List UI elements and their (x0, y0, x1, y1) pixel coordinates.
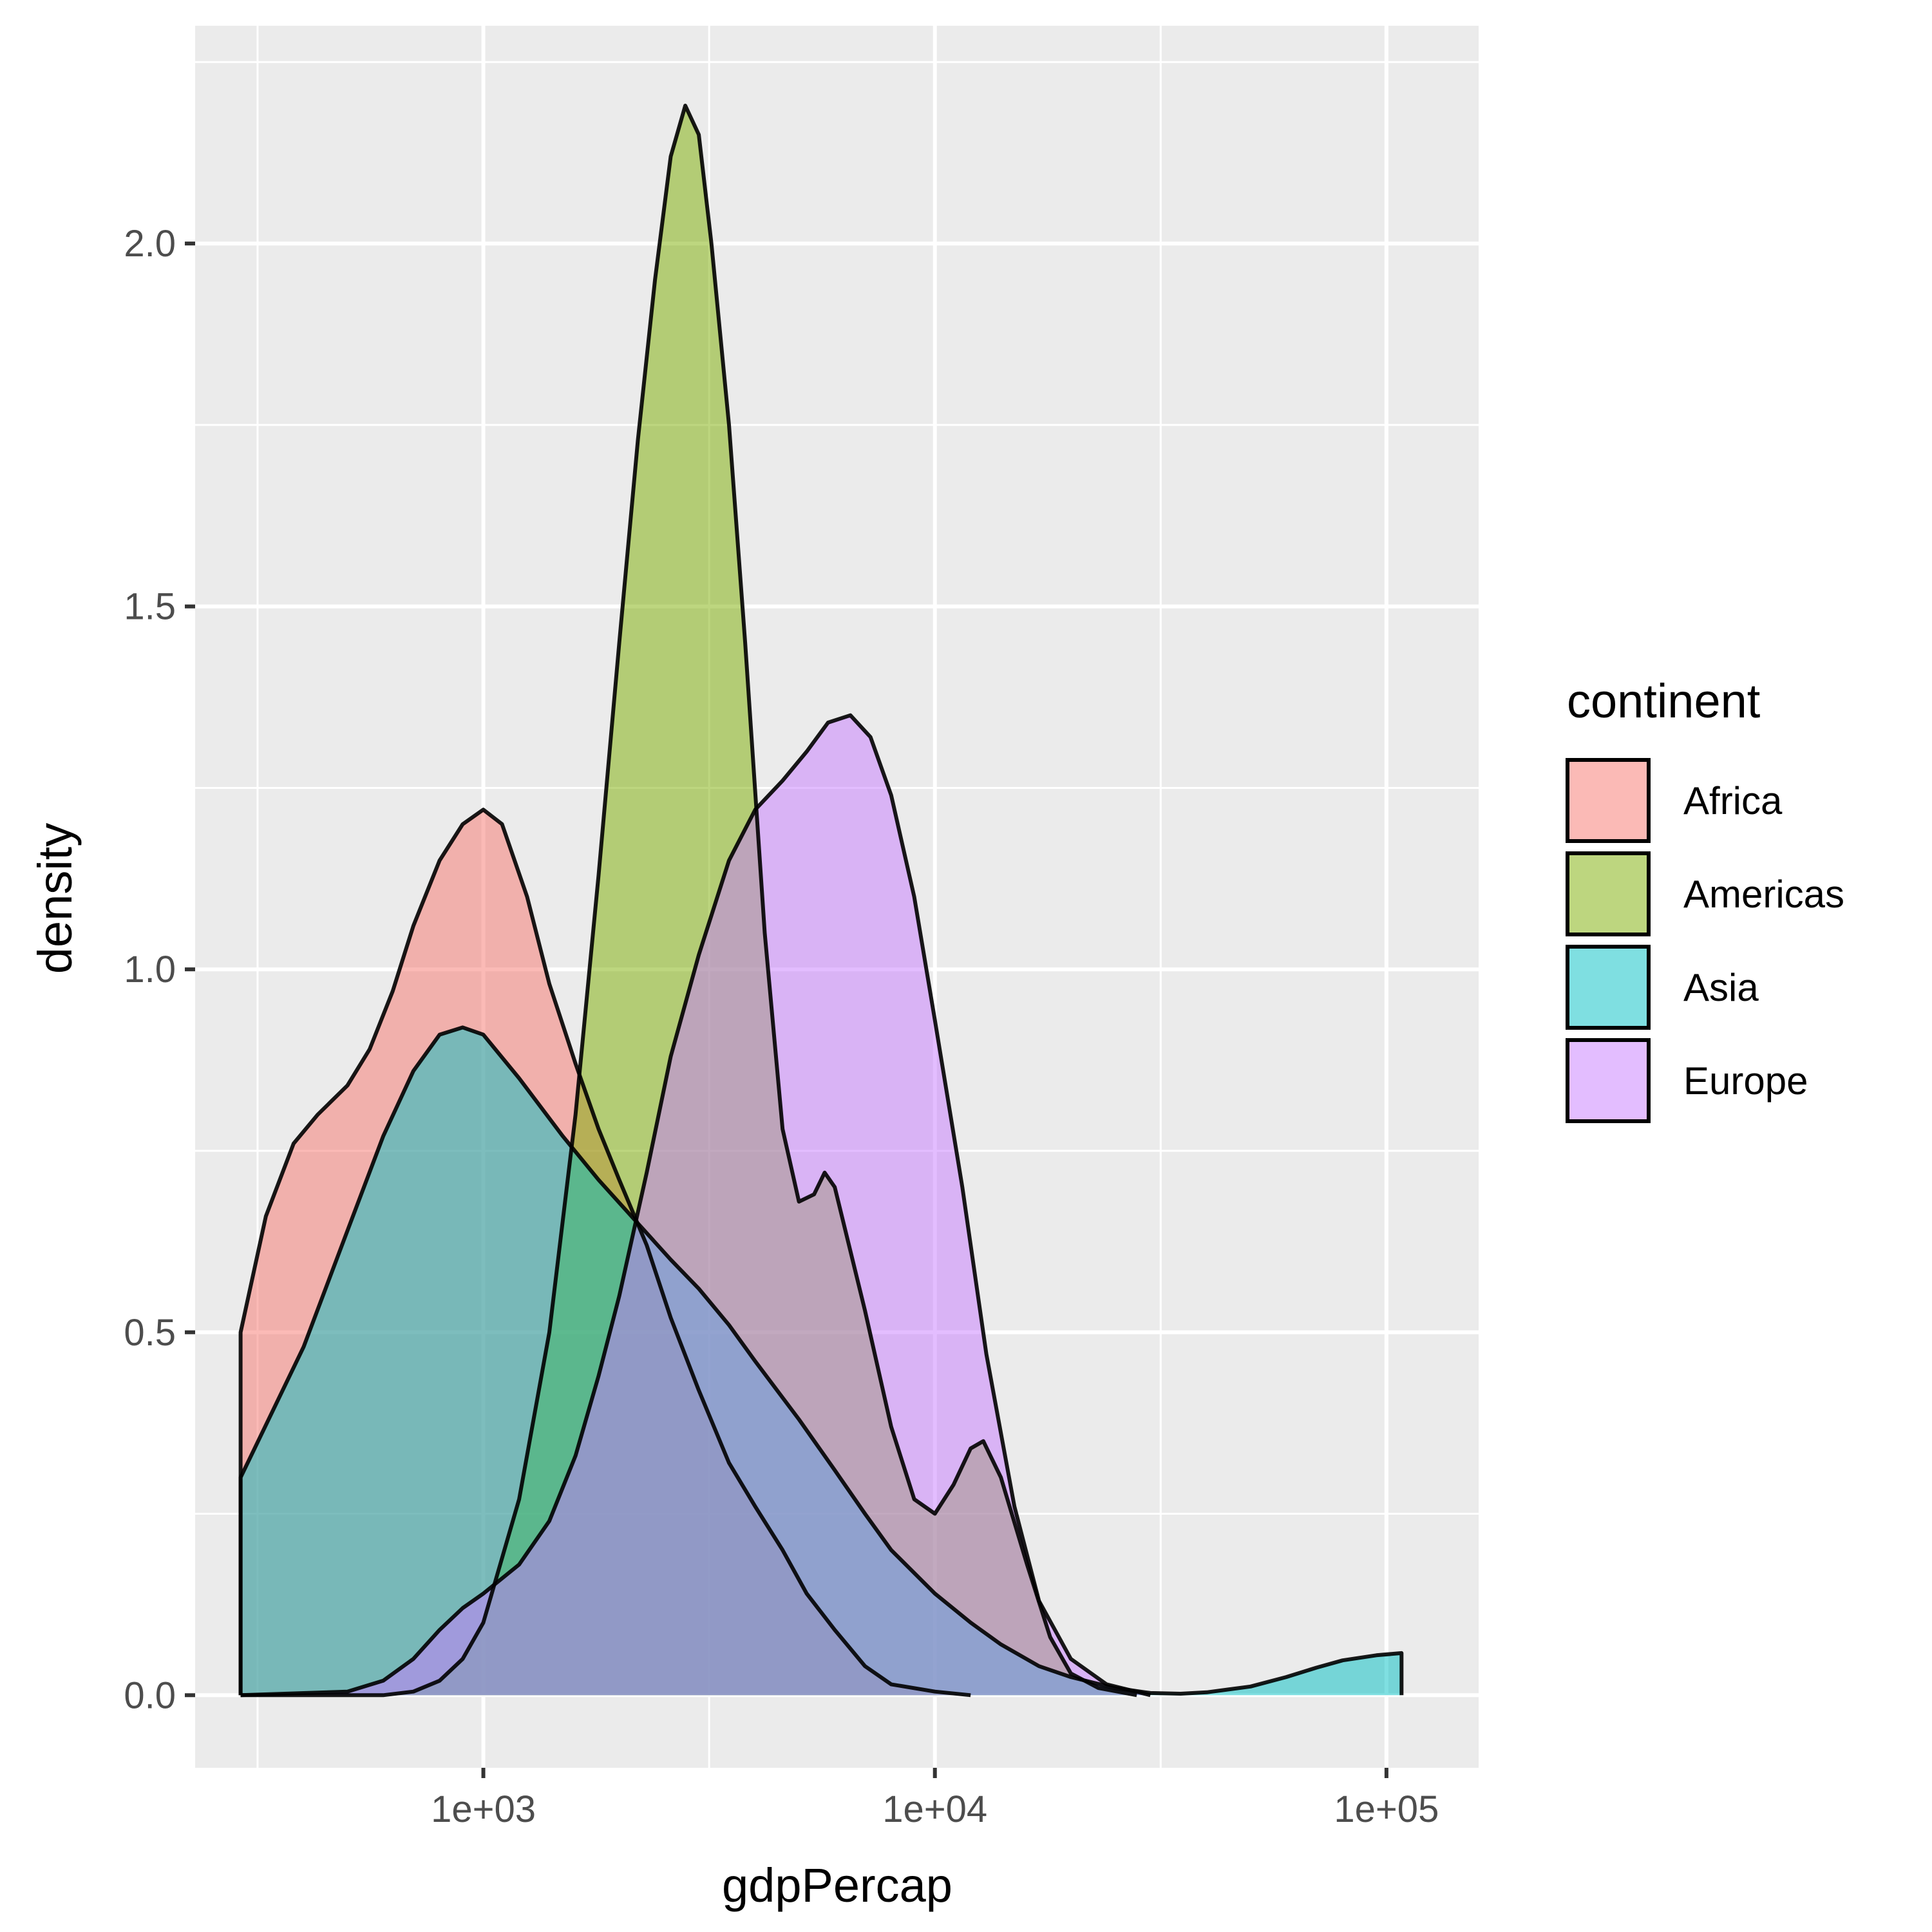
density-area-americas (240, 106, 1137, 1696)
y-tick-label: 1.0 (124, 949, 176, 990)
legend-title: continent (1567, 674, 1761, 728)
density-outline-asia (238, 1025, 1404, 1696)
legend-label-asia: Asia (1683, 966, 1759, 1009)
y-tick-label: 0.0 (124, 1674, 176, 1716)
density-outline-americas (240, 104, 1137, 1698)
legend: continent Africa Americas Asia Europe (1565, 674, 1844, 1124)
density-areas (238, 104, 1404, 1698)
y-axis: 0.0 0.5 1.0 1.5 2.0 (124, 223, 195, 1716)
legend-label-europe: Europe (1683, 1059, 1808, 1103)
y-tick-label: 2.0 (124, 223, 176, 265)
legend-key-europe (1566, 1038, 1651, 1123)
legend-key-americas (1566, 851, 1651, 936)
x-axis: 1e+03 1e+04 1e+05 (431, 1768, 1439, 1830)
legend-label-africa: Africa (1683, 779, 1783, 822)
x-tick-label: 1e+05 (1334, 1788, 1439, 1830)
x-axis-title: gdpPercap (722, 1859, 952, 1912)
legend-items: Africa Americas Asia Europe (1565, 757, 1844, 1124)
legend-key-asia (1566, 945, 1651, 1030)
density-outline-europe (240, 713, 1151, 1698)
legend-label-americas: Americas (1683, 873, 1844, 916)
y-tick-label: 0.5 (124, 1312, 176, 1354)
y-tick-label: 1.5 (124, 586, 176, 628)
legend-key-africa (1566, 758, 1651, 843)
y-axis-title: density (28, 823, 82, 974)
x-tick-label: 1e+04 (882, 1788, 987, 1830)
density-area-asia (240, 1027, 1402, 1696)
density-outline-africa (238, 808, 971, 1698)
x-tick-label: 1e+03 (431, 1788, 536, 1830)
